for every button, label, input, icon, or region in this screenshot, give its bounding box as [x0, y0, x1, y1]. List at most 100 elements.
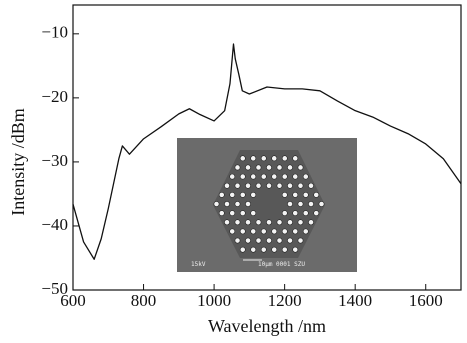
hole: [277, 183, 282, 188]
hole: [272, 174, 277, 179]
hole: [251, 229, 256, 234]
hole: [287, 238, 292, 243]
hole: [308, 201, 313, 206]
hole: [282, 211, 287, 216]
page: 15kV 10μm 0001 SZU Intensity /dBm Wavele…: [0, 0, 467, 343]
hole: [240, 211, 245, 216]
hole: [235, 165, 240, 170]
x-tick-label: 1200: [268, 291, 302, 310]
hole: [230, 211, 235, 216]
hole: [235, 220, 240, 225]
hole: [240, 247, 245, 252]
hole: [235, 201, 240, 206]
hole: [272, 247, 277, 252]
hole: [287, 165, 292, 170]
hole: [261, 156, 266, 161]
hole: [287, 220, 292, 225]
hole: [245, 201, 250, 206]
hole: [308, 220, 313, 225]
hole: [298, 201, 303, 206]
hole: [266, 165, 271, 170]
hole: [251, 211, 256, 216]
hole: [293, 156, 298, 161]
hole: [272, 229, 277, 234]
y-tick-label: −40: [41, 215, 68, 234]
hole: [293, 211, 298, 216]
hole: [240, 174, 245, 179]
hole: [224, 201, 229, 206]
hole: [219, 192, 224, 197]
hole: [293, 174, 298, 179]
hole: [240, 156, 245, 161]
hole: [293, 192, 298, 197]
hole: [251, 174, 256, 179]
hole: [235, 238, 240, 243]
hole: [298, 165, 303, 170]
y-tick-label: −20: [41, 87, 68, 106]
hole: [266, 238, 271, 243]
hole: [298, 238, 303, 243]
hole: [266, 220, 271, 225]
inset-image: 15kV 10μm 0001 SZU: [177, 138, 357, 272]
hole: [287, 183, 292, 188]
hole: [251, 192, 256, 197]
hole: [261, 247, 266, 252]
y-axis-label: Intensity /dBm: [8, 108, 28, 216]
x-axis-label: Wavelength /nm: [208, 316, 326, 336]
hole: [303, 192, 308, 197]
hole: [293, 247, 298, 252]
hole: [277, 238, 282, 243]
hole: [298, 183, 303, 188]
hole: [282, 247, 287, 252]
hole: [256, 220, 261, 225]
hole: [251, 247, 256, 252]
hole: [308, 183, 313, 188]
y-tick-label: −30: [41, 151, 68, 170]
hole: [224, 220, 229, 225]
hole: [256, 165, 261, 170]
hole: [282, 174, 287, 179]
hole: [245, 165, 250, 170]
hole: [240, 229, 245, 234]
hole: [293, 229, 298, 234]
hole: [245, 183, 250, 188]
hole: [319, 201, 324, 206]
hole: [235, 183, 240, 188]
hole: [282, 229, 287, 234]
hole: [245, 238, 250, 243]
hole: [314, 192, 319, 197]
hole: [261, 174, 266, 179]
hole: [314, 211, 319, 216]
y-tick-label: −10: [41, 23, 68, 42]
inset-voltage: 15kV: [191, 261, 206, 268]
x-tick-label: 1600: [409, 291, 443, 310]
hole: [256, 183, 261, 188]
hole: [298, 220, 303, 225]
hole: [303, 229, 308, 234]
x-tick-label: 800: [131, 291, 157, 310]
hole: [261, 229, 266, 234]
hole: [251, 156, 256, 161]
x-tick-label: 1000: [197, 291, 231, 310]
hole: [256, 238, 261, 243]
hole: [277, 220, 282, 225]
hole: [303, 211, 308, 216]
hole: [303, 174, 308, 179]
hole: [219, 211, 224, 216]
chart: 15kV 10μm 0001 SZU Intensity /dBm Wavele…: [0, 0, 467, 338]
hole: [282, 156, 287, 161]
hole: [230, 229, 235, 234]
hole: [230, 192, 235, 197]
hole: [287, 201, 292, 206]
hole: [282, 192, 287, 197]
inset-scale: 10μm 0001 SZU: [258, 261, 305, 268]
x-tick-label: 1400: [338, 291, 372, 310]
hole: [224, 183, 229, 188]
hole: [266, 183, 271, 188]
hole: [230, 174, 235, 179]
x-tick-label: 600: [60, 291, 86, 310]
hole: [272, 156, 277, 161]
hole: [277, 165, 282, 170]
hole: [214, 201, 219, 206]
hole: [245, 220, 250, 225]
